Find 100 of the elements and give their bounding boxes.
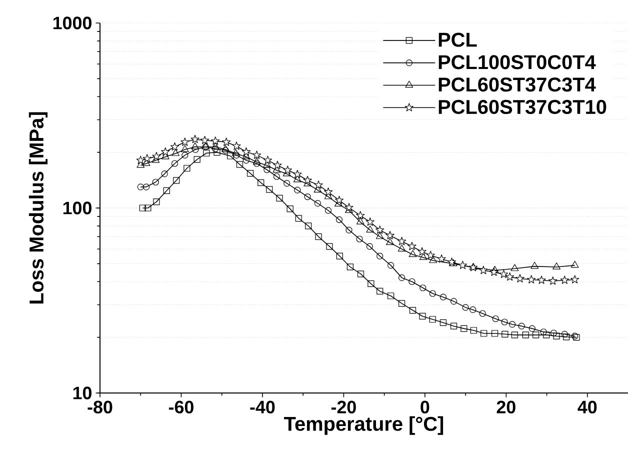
point xyxy=(553,332,560,340)
point xyxy=(190,134,200,144)
point xyxy=(232,149,240,156)
point xyxy=(139,204,146,212)
point xyxy=(376,232,384,240)
x-tick-label: -20 xyxy=(331,400,356,414)
point xyxy=(357,270,364,278)
point xyxy=(246,170,254,177)
point xyxy=(152,178,159,186)
point xyxy=(511,332,518,338)
point xyxy=(562,334,570,340)
point xyxy=(502,330,508,338)
y-axis-title: Loss Modulus [MPa] xyxy=(28,112,48,304)
point xyxy=(532,332,540,338)
legend-label: PCL xyxy=(438,32,477,47)
point xyxy=(543,332,550,338)
point xyxy=(356,236,363,242)
point xyxy=(527,275,536,284)
point xyxy=(222,145,230,152)
point xyxy=(180,138,190,146)
point xyxy=(136,156,145,164)
point xyxy=(144,204,152,212)
point xyxy=(429,256,437,263)
legend-label: PCL100ST0C0T4 xyxy=(438,55,596,70)
point xyxy=(366,226,374,232)
point xyxy=(253,160,260,167)
point xyxy=(214,149,220,156)
point xyxy=(356,211,365,220)
point xyxy=(376,288,384,295)
legend-label: PCL60ST37C3T4 xyxy=(438,78,596,92)
point xyxy=(273,173,280,180)
point xyxy=(426,250,435,260)
point xyxy=(366,217,374,226)
point xyxy=(499,270,508,278)
point xyxy=(143,184,150,190)
point xyxy=(420,284,426,292)
point xyxy=(153,198,160,206)
y-tick-label: 100 xyxy=(63,202,92,214)
point xyxy=(492,315,499,322)
point xyxy=(263,156,272,164)
point xyxy=(242,147,251,156)
point xyxy=(397,236,406,246)
x-tick-label: 40 xyxy=(578,400,597,414)
point xyxy=(490,266,499,273)
point xyxy=(142,154,152,162)
point xyxy=(137,184,144,190)
point xyxy=(408,242,416,250)
point xyxy=(386,230,394,240)
x-tick-label: -80 xyxy=(88,400,112,414)
point xyxy=(458,260,468,270)
point xyxy=(552,262,560,270)
y-tick-label: 10 xyxy=(73,386,92,400)
point xyxy=(161,170,168,178)
point xyxy=(530,262,539,269)
point xyxy=(227,152,234,160)
point xyxy=(418,247,426,256)
point xyxy=(161,147,170,156)
point xyxy=(437,254,446,263)
point xyxy=(522,332,529,338)
point xyxy=(324,207,332,214)
point xyxy=(516,274,524,282)
point xyxy=(440,294,447,300)
point xyxy=(264,166,270,174)
point xyxy=(398,274,406,281)
point xyxy=(386,238,394,246)
x-axis-title: Temperature [°C] xyxy=(284,416,444,435)
point xyxy=(315,233,322,240)
point xyxy=(314,180,323,189)
point xyxy=(314,200,322,207)
point xyxy=(368,280,374,287)
point xyxy=(388,262,394,269)
point xyxy=(561,330,568,338)
x-tick-label: 0 xyxy=(420,400,430,414)
point xyxy=(508,321,516,328)
point xyxy=(276,194,283,202)
point xyxy=(172,149,180,156)
point xyxy=(479,310,486,317)
point xyxy=(491,330,498,337)
point xyxy=(537,276,546,284)
point xyxy=(286,206,294,212)
point xyxy=(180,145,189,152)
point xyxy=(346,226,352,234)
point xyxy=(284,180,290,187)
point xyxy=(191,142,199,150)
point xyxy=(336,216,343,223)
point xyxy=(173,177,180,184)
point xyxy=(293,170,302,178)
point xyxy=(346,264,354,270)
point xyxy=(252,158,261,165)
point xyxy=(408,278,416,285)
point xyxy=(462,304,469,311)
point xyxy=(470,327,477,334)
x-tick-label: -40 xyxy=(250,400,275,414)
point xyxy=(528,325,536,332)
point xyxy=(376,252,384,260)
point xyxy=(266,186,273,193)
point xyxy=(419,312,426,320)
point xyxy=(490,268,498,276)
point xyxy=(450,322,458,330)
point xyxy=(540,328,547,336)
